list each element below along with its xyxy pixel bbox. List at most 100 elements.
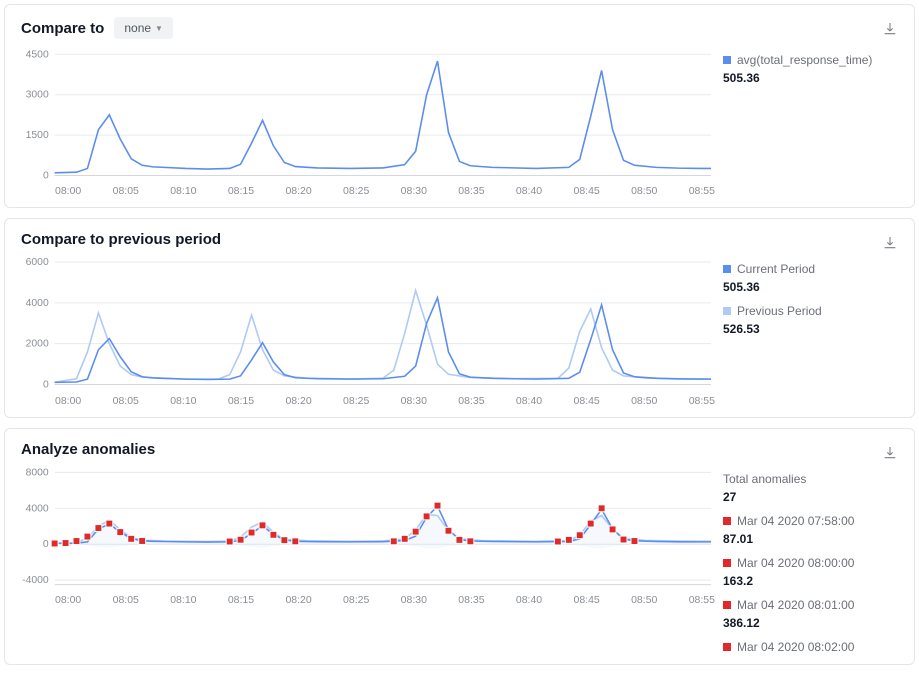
x-tick: 08:55: [689, 594, 715, 606]
card-previous-period: Compare to previous period 0 2000 4000 6000…: [4, 218, 915, 417]
x-tick: 08:55: [689, 395, 715, 407]
chart-pane: 0200040006000 08:0008:0508:1008:1508:200…: [21, 252, 898, 408]
svg-text:2000: 2000: [26, 339, 49, 350]
legend-swatch: [723, 56, 731, 64]
card-title: Compare to: [21, 20, 104, 37]
anomaly-swatch: [723, 517, 731, 525]
dropdown-label: none: [124, 21, 151, 35]
x-tick: 08:25: [343, 185, 369, 197]
svg-text:0: 0: [43, 539, 49, 550]
svg-text:0: 0: [43, 380, 49, 391]
anomaly-item: Mar 04 2020 08:00:00: [723, 554, 898, 572]
x-tick: 08:40: [516, 594, 542, 606]
chevron-down-icon: ▼: [155, 24, 163, 33]
anomaly-ts: Mar 04 2020 08:01:00: [737, 596, 854, 614]
x-tick: 08:05: [113, 395, 139, 407]
svg-text:4000: 4000: [26, 503, 49, 514]
card-head: Compare to none ▼: [21, 17, 898, 39]
x-tick: 08:50: [631, 185, 657, 197]
download-icon: [882, 445, 898, 461]
legend-value: 505.36: [723, 69, 898, 87]
card-head: Compare to previous period: [21, 231, 898, 248]
chart-pane: 0150030004500 08:0008:0508:1008:1508:200…: [21, 43, 898, 199]
x-tick: 08:35: [458, 594, 484, 606]
anomaly-item: Mar 04 2020 08:01:00: [723, 596, 898, 614]
anomaly-val: 386.12: [723, 614, 898, 632]
x-axis: 08:0008:0508:1008:1508:2008:2508:3008:35…: [21, 590, 715, 608]
anomaly-item: Mar 04 2020 07:58:00: [723, 512, 898, 530]
download-button[interactable]: [882, 21, 898, 42]
card-compare-to: Compare to none ▼ 0150030004500 08:0008:…: [4, 4, 915, 208]
legend-value: 505.36: [723, 278, 898, 296]
line-chart-compare-to: 0150030004500: [21, 43, 715, 181]
legend: Total anomalies 27 Mar 04 2020 07:58:008…: [723, 462, 898, 656]
x-axis: 08:0008:0508:1008:1508:2008:2508:3008:35…: [21, 181, 715, 199]
legend-item: avg(total_response_time): [723, 51, 898, 69]
x-tick: 08:10: [170, 395, 196, 407]
download-button[interactable]: [882, 235, 898, 256]
svg-text:4500: 4500: [26, 49, 49, 60]
svg-text:0: 0: [43, 170, 49, 181]
card-anomalies: Analyze anomalies -4000 0 4000 8000 08:00 08…: [4, 428, 915, 665]
x-tick: 08:15: [228, 594, 254, 606]
anomaly-ts: Mar 04 2020 08:02:00: [737, 638, 854, 656]
x-axis: 08:00 08:05 08:10 08:15 08:20 08:25 08:30 08:35…: [21, 391, 715, 409]
legend: Current Period 505.36 Previous Period 52…: [723, 252, 898, 408]
anomaly-swatch: [723, 559, 731, 567]
x-tick: 08:25: [343, 594, 369, 606]
anomaly-val: 163.2: [723, 572, 898, 590]
x-tick: 08:40: [516, 395, 542, 407]
svg-text:1500: 1500: [26, 130, 49, 141]
compare-to-dropdown[interactable]: none ▼: [114, 17, 173, 39]
chart-wrap: -4000040008000 08:0008:0508:1008:1508:20…: [21, 462, 715, 656]
x-tick: 08:30: [401, 395, 427, 407]
x-tick: 08:45: [573, 594, 599, 606]
legend-swatch: [723, 307, 731, 315]
total-anomalies-value: 27: [723, 488, 898, 506]
anomaly-swatch: [723, 601, 731, 609]
x-tick: 08:05: [113, 185, 139, 197]
x-tick: 08:45: [573, 185, 599, 197]
anomaly-val: 87.01: [723, 530, 898, 548]
line-chart-anomalies: -4000 0 4000 8000: [21, 462, 715, 591]
anomaly-ts: Mar 04 2020 07:58:00: [737, 512, 854, 530]
x-tick: 08:15: [228, 185, 254, 197]
legend: avg(total_response_time) 505.36: [723, 43, 898, 199]
x-tick: 08:30: [401, 594, 427, 606]
x-tick: 08:05: [113, 594, 139, 606]
anomaly-list: Mar 04 2020 07:58:0087.01 Mar 04 2020 08:…: [723, 512, 898, 656]
x-tick: 08:45: [573, 395, 599, 407]
x-tick: 08:00: [55, 594, 81, 606]
anomaly-item: Mar 04 2020 08:02:00: [723, 638, 898, 656]
chart-pane: -4000040008000 08:0008:0508:1008:1508:20…: [21, 462, 898, 656]
anomaly-ts: Mar 04 2020 08:00:00: [737, 554, 854, 572]
legend-label: avg(total_response_time): [737, 51, 872, 69]
x-tick: 08:00: [55, 395, 81, 407]
x-tick: 08:50: [631, 395, 657, 407]
chart-wrap: 0150030004500 08:0008:0508:1008:1508:200…: [21, 43, 715, 199]
total-anomalies-label: Total anomalies: [723, 470, 898, 488]
anomaly-swatch: [723, 643, 731, 651]
card-head: Analyze anomalies: [21, 441, 898, 458]
download-icon: [882, 21, 898, 37]
x-tick: 08:10: [170, 594, 196, 606]
legend-item: Previous Period: [723, 302, 898, 320]
x-tick: 08:20: [285, 395, 311, 407]
svg-text:8000: 8000: [26, 467, 49, 478]
svg-text:4000: 4000: [26, 298, 49, 309]
svg-text:6000: 6000: [26, 257, 49, 268]
x-tick: 08:25: [343, 395, 369, 407]
download-icon: [882, 235, 898, 251]
download-button[interactable]: [882, 445, 898, 466]
legend-swatch: [723, 265, 731, 273]
legend-label: Previous Period: [737, 302, 822, 320]
card-title: Analyze anomalies: [21, 441, 155, 458]
legend-item: Current Period: [723, 260, 898, 278]
x-tick: 08:40: [516, 185, 542, 197]
card-title: Compare to previous period: [21, 231, 221, 248]
svg-text:-4000: -4000: [22, 575, 49, 586]
x-tick: 08:35: [458, 185, 484, 197]
x-tick: 08:35: [458, 395, 484, 407]
x-tick: 08:30: [401, 185, 427, 197]
x-tick: 08:15: [228, 395, 254, 407]
